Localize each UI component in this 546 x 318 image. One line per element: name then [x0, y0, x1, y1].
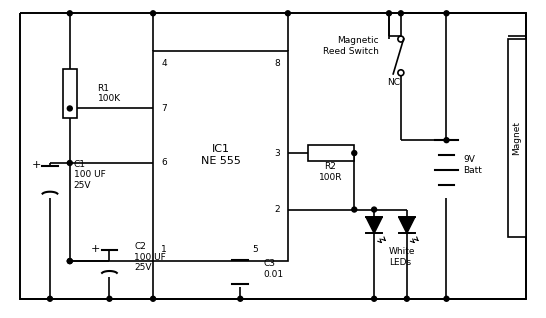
Text: R1
100K: R1 100K [98, 84, 121, 103]
Polygon shape [366, 218, 382, 233]
Bar [308, 145, 354, 161]
Text: Magnetic
Reed Switch: Magnetic Reed Switch [323, 36, 379, 56]
Text: C1
100 UF
25V: C1 100 UF 25V [74, 160, 105, 190]
Circle shape [107, 296, 112, 301]
Text: 1: 1 [161, 245, 167, 254]
Circle shape [67, 106, 72, 111]
Text: 3: 3 [274, 149, 280, 157]
Circle shape [67, 161, 72, 165]
Text: 6: 6 [161, 158, 167, 168]
Circle shape [387, 11, 391, 16]
Polygon shape [399, 218, 415, 233]
Circle shape [151, 11, 156, 16]
Text: NC: NC [388, 78, 400, 87]
Circle shape [372, 296, 377, 301]
Text: IC1
NE 555: IC1 NE 555 [200, 144, 240, 166]
Bar [153, 51, 288, 261]
Text: 5: 5 [252, 245, 258, 254]
Text: 7: 7 [161, 104, 167, 113]
Circle shape [352, 151, 357, 156]
Text: 9V
Batt: 9V Batt [464, 155, 482, 175]
Circle shape [67, 259, 72, 264]
Text: C3
0.01: C3 0.01 [263, 259, 283, 279]
Circle shape [352, 207, 357, 212]
Text: C2
100 UF
25V: C2 100 UF 25V [134, 242, 166, 272]
Circle shape [372, 207, 377, 212]
Text: 8: 8 [274, 59, 280, 68]
Text: White
LEDs: White LEDs [389, 247, 416, 267]
Circle shape [48, 296, 52, 301]
Circle shape [67, 11, 72, 16]
Circle shape [67, 259, 72, 264]
Circle shape [238, 296, 243, 301]
Text: Magnet: Magnet [512, 121, 521, 155]
Bar [508, 39, 526, 237]
Bar [63, 69, 77, 118]
Circle shape [405, 296, 410, 301]
Circle shape [286, 11, 290, 16]
Text: 2: 2 [274, 205, 280, 214]
Circle shape [399, 11, 403, 16]
Text: R2
100R: R2 100R [319, 162, 342, 182]
Text: +: + [32, 160, 41, 170]
Text: 4: 4 [161, 59, 167, 68]
Circle shape [444, 11, 449, 16]
Text: +: + [91, 244, 100, 254]
Circle shape [444, 138, 449, 143]
Circle shape [444, 296, 449, 301]
Circle shape [151, 296, 156, 301]
